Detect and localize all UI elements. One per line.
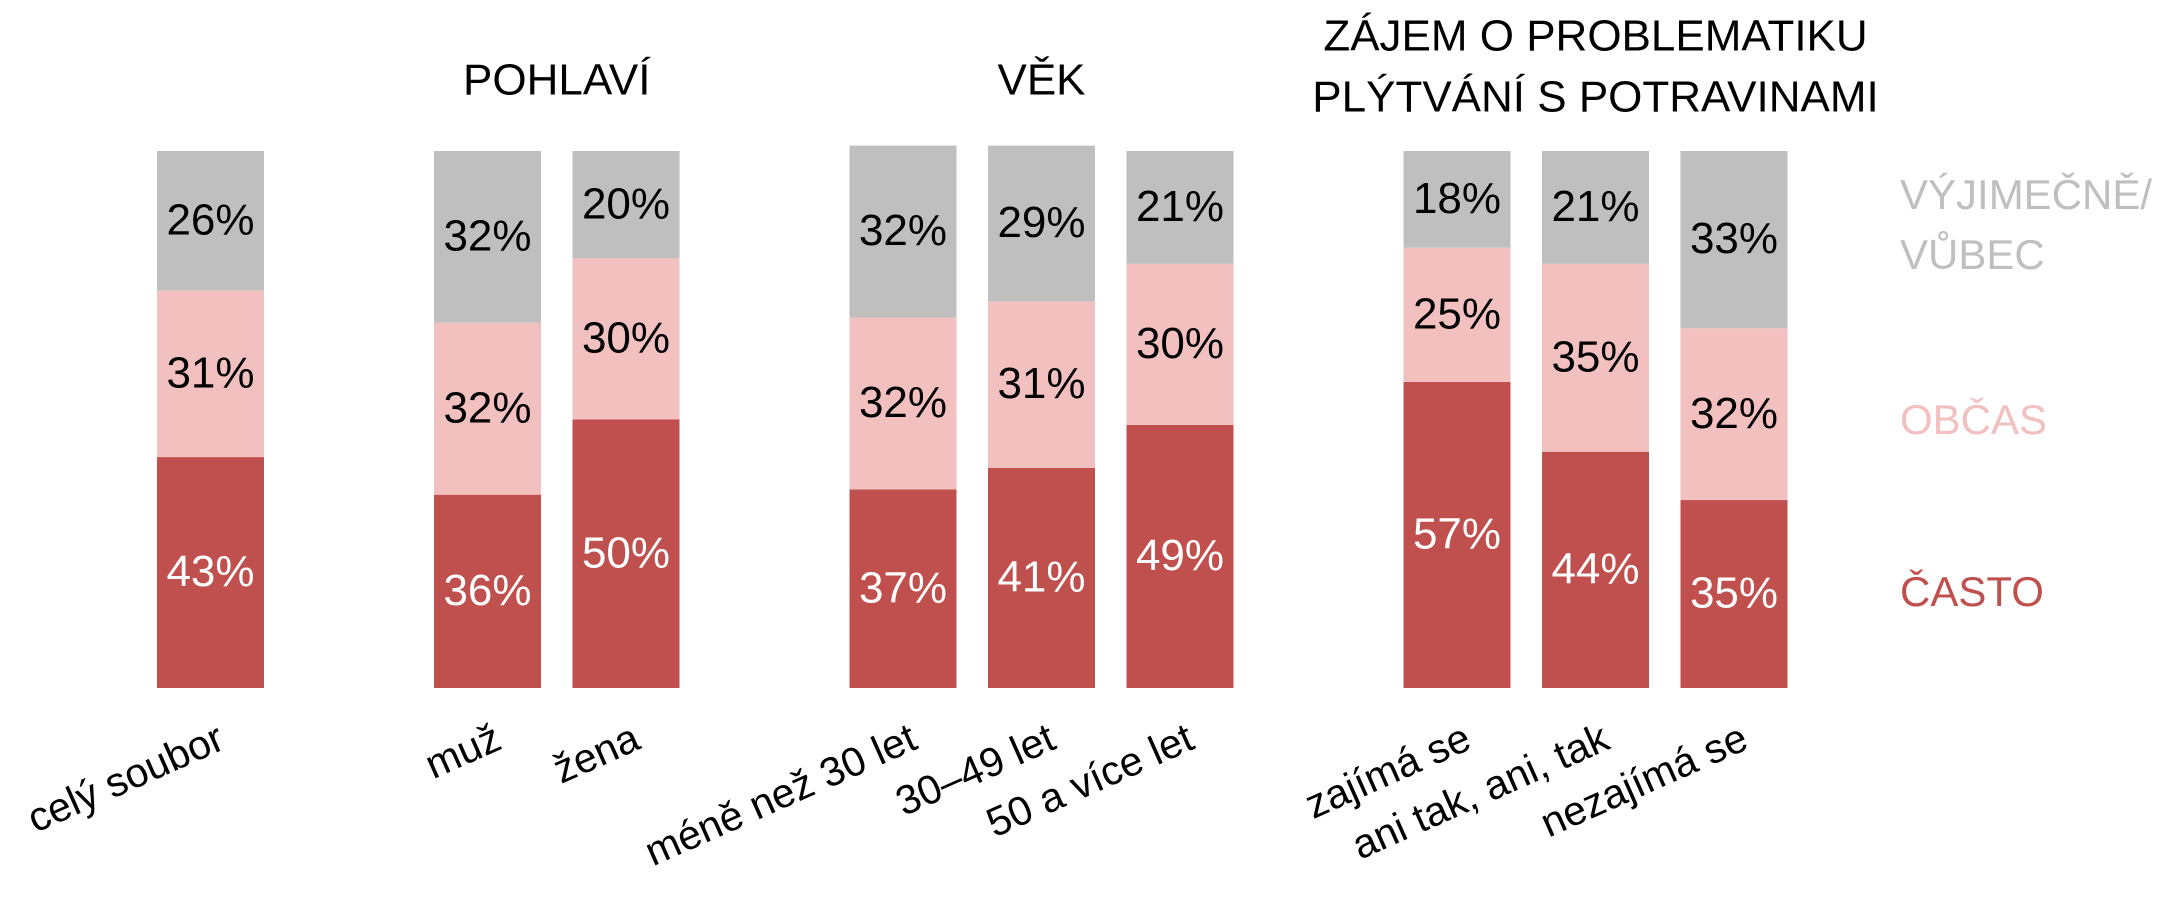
bar-segment <box>1126 424 1234 688</box>
bar-segment <box>434 322 541 495</box>
data-label: 43% <box>166 547 254 596</box>
data-label: 21% <box>1551 182 1639 231</box>
legend-item: VÝJIMEČNĚ/ VŮBEC <box>1900 171 2153 278</box>
bar-segment <box>1403 151 1511 248</box>
bar-segment <box>572 419 680 688</box>
bar-segment <box>1680 151 1788 329</box>
data-label: 31% <box>166 348 254 397</box>
legend-item: OBČAS <box>1900 396 2048 443</box>
bar-segment <box>849 489 957 688</box>
legend-label: OBČAS <box>1900 396 2048 443</box>
data-label: 49% <box>1136 531 1224 580</box>
data-label: 26% <box>166 195 254 244</box>
bar-segment <box>988 145 1095 302</box>
bar-segment <box>157 151 264 291</box>
bar-segment <box>572 258 680 420</box>
x-tick-label: žena <box>546 714 646 792</box>
bar-segment <box>988 301 1095 468</box>
x-tick-label: méně než 30 let <box>638 714 924 875</box>
bar-segment <box>1403 381 1511 688</box>
x-tick-label: celý soubor <box>20 714 230 841</box>
bar-segment <box>434 151 541 323</box>
data-label: 33% <box>1690 214 1778 263</box>
data-label: 32% <box>859 378 947 427</box>
data-label: 30% <box>1136 319 1224 368</box>
bar-segment <box>572 151 680 259</box>
data-label: 25% <box>1413 289 1501 338</box>
legend-item: ČASTO <box>1900 568 2044 615</box>
bar-segment <box>434 494 541 688</box>
data-label: 32% <box>443 383 531 432</box>
data-label: 35% <box>1690 569 1778 618</box>
data-label: 31% <box>997 359 1085 408</box>
data-label: 20% <box>582 179 670 228</box>
data-label: 50% <box>582 528 670 577</box>
data-label: 37% <box>859 563 947 612</box>
data-label: 29% <box>997 198 1085 247</box>
bar-segment <box>1680 328 1788 501</box>
bar-segment <box>988 467 1095 688</box>
bar-segment <box>849 145 957 318</box>
group-title: PLÝTVÁNÍ S POTRAVINAMI <box>1312 73 1878 122</box>
data-label: 32% <box>859 206 947 255</box>
data-label: 44% <box>1551 544 1639 593</box>
bar-segment <box>157 290 264 458</box>
data-label: 35% <box>1551 332 1639 381</box>
data-label: 30% <box>582 314 670 363</box>
data-label: 41% <box>997 553 1085 602</box>
bar-segment <box>1542 151 1649 264</box>
legend-label: ČASTO <box>1900 568 2044 615</box>
x-tick-label: muž <box>418 714 507 788</box>
bar-segment <box>1542 263 1649 452</box>
group-title: ZÁJEM O PROBLEMATIKU <box>1323 12 1867 61</box>
data-label: 36% <box>443 566 531 615</box>
legend-label: VÝJIMEČNĚ/ VŮBEC <box>1900 171 2153 278</box>
data-label: 32% <box>1690 389 1778 438</box>
group-title: POHLAVÍ <box>463 56 651 105</box>
bar-segment <box>1126 263 1234 425</box>
data-label: 21% <box>1136 182 1224 231</box>
bar-segment <box>1126 151 1234 264</box>
bar-segment <box>849 317 957 490</box>
bar-segment <box>1680 500 1788 688</box>
data-label: 18% <box>1413 174 1501 223</box>
bar-segment <box>1542 451 1649 688</box>
bar-segment <box>1403 247 1511 382</box>
data-label: 32% <box>443 212 531 261</box>
data-label: 57% <box>1413 510 1501 559</box>
bar-segment <box>157 457 264 688</box>
group-title: VĚK <box>997 56 1085 105</box>
